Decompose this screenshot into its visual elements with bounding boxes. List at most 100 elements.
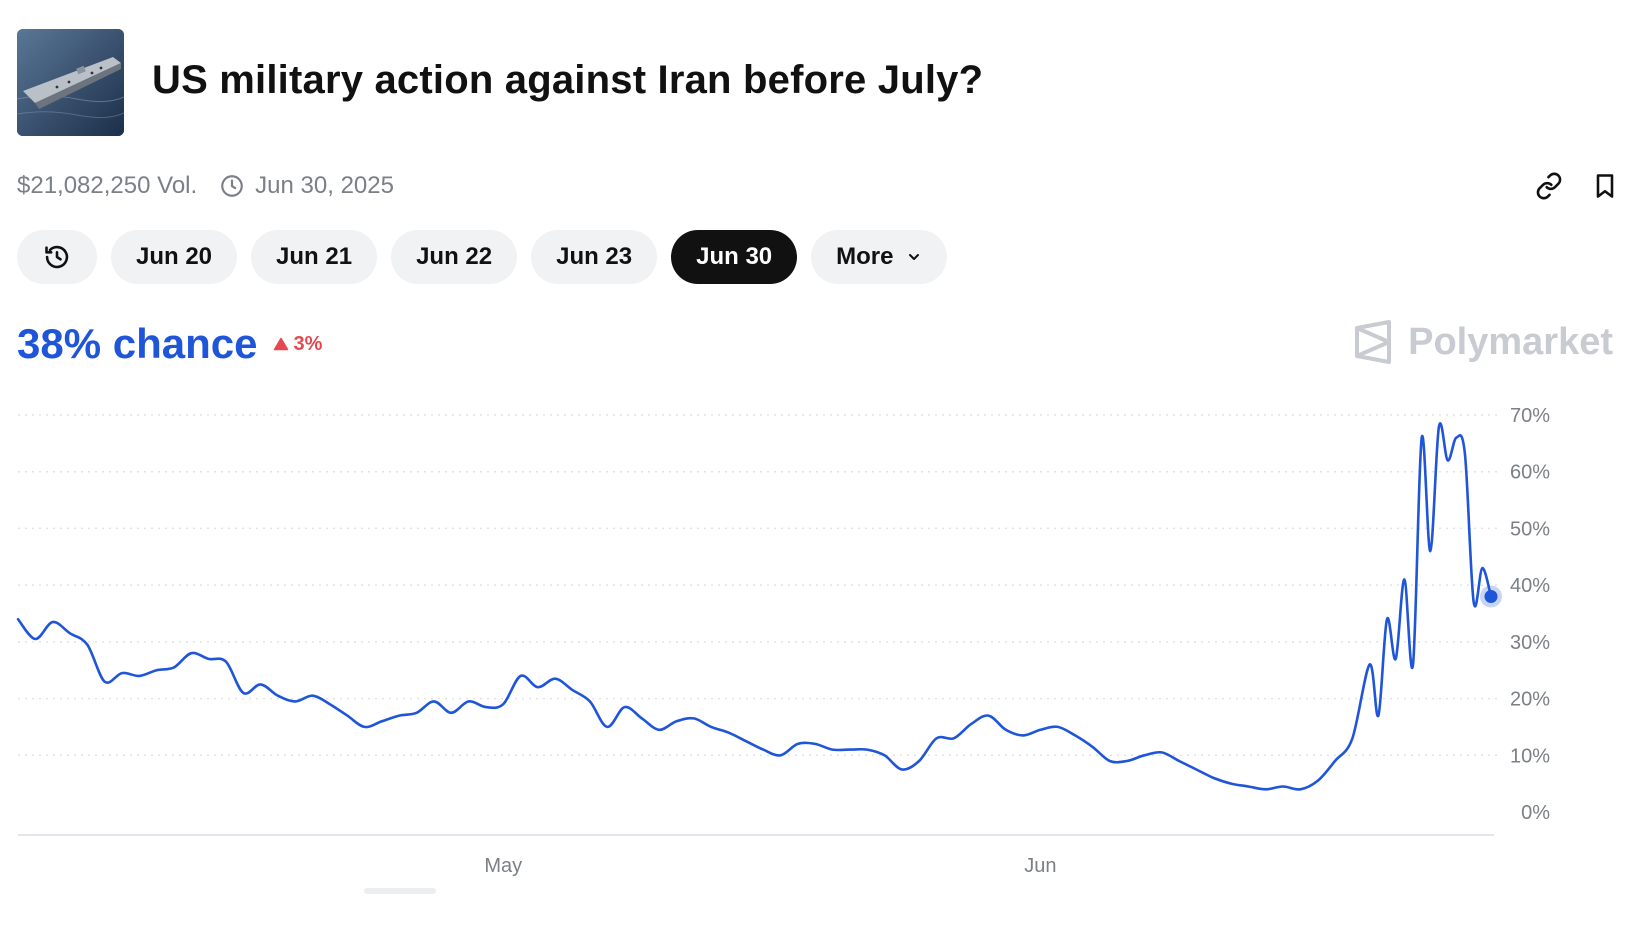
chevron-down-icon: [908, 254, 919, 260]
data-point: [67, 630, 73, 636]
data-point: [1401, 576, 1407, 582]
data-point: [1003, 727, 1009, 733]
bookmark-icon[interactable]: [1591, 172, 1619, 200]
data-point: [570, 687, 576, 693]
data-point: [275, 693, 281, 699]
y-tick-label: 30%: [1510, 632, 1550, 654]
data-point: [84, 642, 90, 648]
date-filter-jun-30[interactable]: Jun 30: [671, 230, 798, 284]
data-point: [847, 747, 853, 753]
volume-text: $21,082,250 Vol.: [17, 172, 198, 199]
series-line: [16, 422, 1493, 791]
data-point: [518, 673, 524, 679]
data-point: [1436, 423, 1442, 429]
data-point: [951, 735, 957, 741]
data-point: [1375, 713, 1381, 719]
data-point: [1297, 786, 1303, 792]
history-button[interactable]: [17, 230, 97, 284]
data-point: [1020, 732, 1026, 738]
date-filter-jun-20[interactable]: Jun 20: [111, 230, 238, 284]
date-filter-bar: Jun 20 Jun 21 Jun 22 Jun 23 Jun 30 More: [17, 230, 947, 284]
chance-percentage: 38% chance: [17, 320, 258, 367]
market-title: US military action against Iran before J…: [152, 58, 984, 102]
data-point: [1072, 732, 1078, 738]
data-point: [136, 673, 142, 679]
data-point: [1193, 766, 1199, 772]
more-dates-button[interactable]: More: [811, 230, 947, 284]
data-point: [552, 676, 558, 682]
data-point: [881, 752, 887, 758]
probability-chart[interactable]: 0% 10% 20% 30% 40% 50% 60% 70% May Jun: [0, 390, 1637, 890]
data-point: [414, 710, 420, 716]
data-point: [1037, 727, 1043, 733]
data-point: [327, 701, 333, 707]
data-point: [1471, 599, 1477, 605]
date-filter-jun-22[interactable]: Jun 22: [391, 230, 518, 284]
data-point: [1332, 758, 1338, 764]
data-point: [1211, 775, 1217, 781]
data-point: [154, 667, 160, 673]
data-point: [535, 684, 541, 690]
triangle-up-icon: [274, 337, 289, 351]
data-point: [119, 670, 125, 676]
x-tick-label: Jun: [1024, 855, 1056, 877]
data-point: [1315, 778, 1321, 784]
data-point: [708, 724, 714, 730]
brand-name: Polymarket: [1408, 320, 1613, 363]
data-point: [1427, 548, 1433, 554]
data-point: [674, 718, 680, 724]
data-point: [1245, 783, 1251, 789]
y-tick-label: 0%: [1521, 802, 1550, 824]
data-point: [171, 664, 177, 670]
link-icon[interactable]: [1535, 172, 1563, 200]
data-point: [777, 752, 783, 758]
market-thumbnail: [17, 29, 124, 136]
more-label: More: [836, 243, 894, 270]
y-tick-label: 70%: [1510, 405, 1550, 427]
data-point: [1124, 758, 1130, 764]
data-point: [587, 698, 593, 704]
data-point: [223, 659, 229, 665]
data-point: [362, 724, 368, 730]
data-point: [1453, 435, 1459, 441]
data-point: [795, 741, 801, 747]
data-point: [1349, 735, 1355, 741]
data-point: [344, 713, 350, 719]
date-filter-jun-21[interactable]: Jun 21: [251, 230, 378, 284]
clock-icon: [221, 175, 244, 197]
data-point: [829, 747, 835, 753]
data-point: [916, 758, 922, 764]
market-actions: [1535, 172, 1619, 200]
data-point: [1393, 656, 1399, 662]
end-date-text: Jun 30, 2025: [255, 172, 394, 199]
polymarket-logo-icon: [1355, 320, 1392, 364]
chance-summary: 38% chance 3%: [17, 320, 322, 368]
y-tick-label: 60%: [1510, 462, 1550, 484]
data-point: [604, 724, 610, 730]
data-point: [240, 690, 246, 696]
data-point: [639, 715, 645, 721]
y-tick-label: 20%: [1510, 689, 1550, 711]
data-point: [1089, 744, 1095, 750]
data-point: [466, 698, 472, 704]
data-point: [985, 713, 991, 719]
data-point: [1107, 758, 1113, 764]
data-point: [1462, 452, 1468, 458]
data-point: [1445, 457, 1451, 463]
data-point: [656, 727, 662, 733]
data-point: [188, 650, 194, 656]
data-point: [691, 715, 697, 721]
history-icon: [45, 245, 69, 269]
data-point: [292, 698, 298, 704]
market-meta: $21,082,250 Vol. Jun 30, 2025: [17, 171, 394, 201]
date-filter-jun-23[interactable]: Jun 23: [531, 230, 658, 284]
data-point: [812, 741, 818, 747]
data-point: [483, 704, 489, 710]
data-point: [864, 747, 870, 753]
x-tick-label: May: [484, 855, 522, 877]
data-point: [448, 710, 454, 716]
data-point: [431, 698, 437, 704]
data-point: [1479, 565, 1485, 571]
data-point: [933, 735, 939, 741]
data-point: [102, 679, 108, 685]
